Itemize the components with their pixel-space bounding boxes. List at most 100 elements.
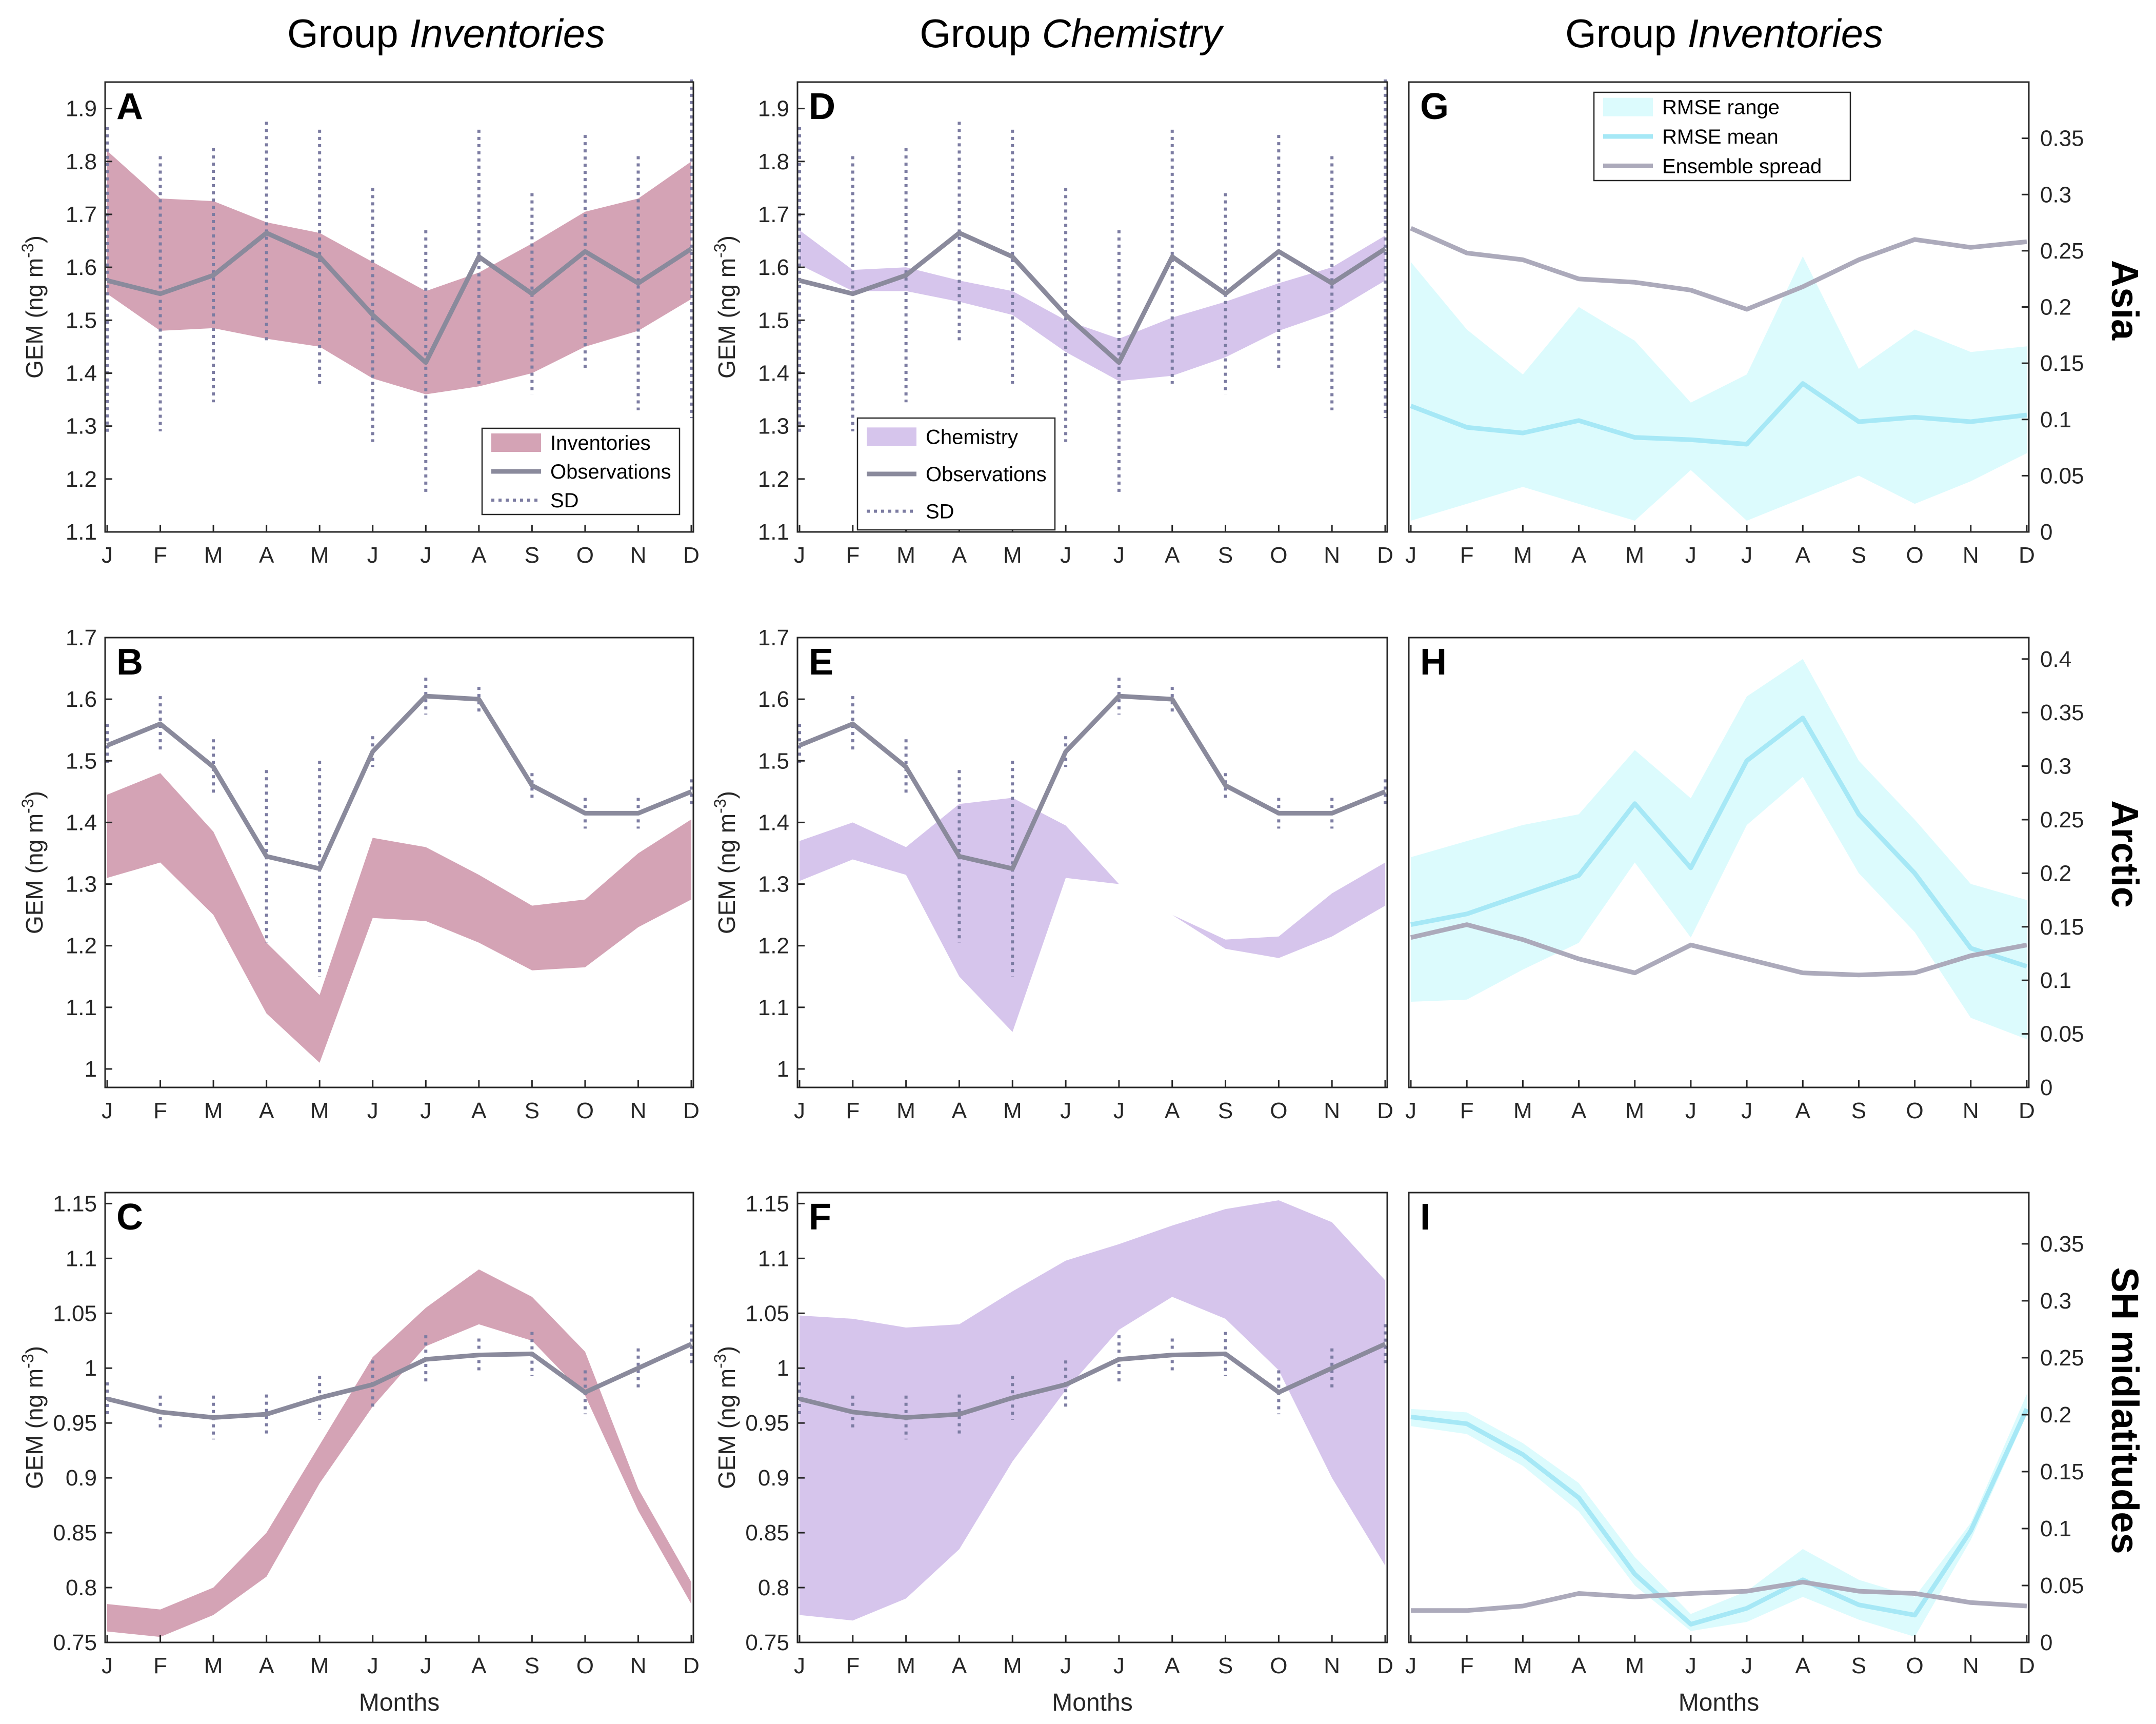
y-tick-label: 1.4 [66, 361, 97, 386]
y-axis-label-end: ) [713, 235, 740, 243]
x-tick-label: O [1906, 1653, 1924, 1678]
y-axis-label: GEM (ng m-3) [711, 235, 740, 379]
y-tick-label: 0.05 [2040, 463, 2084, 488]
row-label-arctic: Arctic [2104, 800, 2146, 908]
y-tick-label: 0.85 [53, 1520, 97, 1545]
y-tick-label: 0.35 [2040, 126, 2084, 151]
x-tick-label: F [846, 1653, 860, 1678]
x-tick-label: J [1741, 1653, 1752, 1678]
x-tick-label: A [1571, 1098, 1587, 1123]
x-tick-label: A [952, 1653, 967, 1678]
observations-line [798, 1342, 1386, 1420]
x-tick-label: A [1165, 543, 1180, 568]
y-tick-label: 1.1 [758, 520, 789, 545]
y-tick-label: 1.1 [66, 1246, 97, 1271]
x-tick-label: M [204, 1653, 223, 1678]
x-tick-label: J [1113, 543, 1125, 568]
rmse-range-band [1411, 659, 2027, 1039]
y-tick-label: 1.3 [758, 872, 789, 897]
column-header-group: Chemistry [1042, 11, 1224, 56]
y-tick-label: 0.85 [745, 1520, 789, 1545]
y-tick-label: 1.2 [66, 467, 97, 492]
y-tick-label: 0.1 [2040, 1516, 2071, 1541]
x-tick-label: N [1324, 1098, 1340, 1123]
legend-label: RMSE mean [1662, 126, 1779, 148]
x-tick-label: A [1571, 543, 1587, 568]
model-range-band [800, 798, 1385, 1032]
x-tick-label: A [1795, 1653, 1811, 1678]
panel-letter: G [1420, 86, 1449, 127]
y-tick-label: 0.25 [2040, 1345, 2084, 1371]
x-tick-label: A [952, 1098, 967, 1123]
x-tick-label: M [310, 543, 329, 568]
x-tick-label: S [1218, 1098, 1233, 1123]
y-axis-label-text: GEM (ng m [713, 814, 740, 934]
x-tick-label: O [576, 1098, 594, 1123]
ensemble-spread-line [1410, 226, 2027, 312]
x-tick-label: A [1165, 1098, 1180, 1123]
model-range-band [800, 230, 1385, 381]
x-tick-label: M [896, 1653, 915, 1678]
y-tick-label: 0 [2040, 520, 2052, 545]
y-tick-label: 0.3 [2040, 182, 2071, 207]
x-tick-label: D [683, 1653, 700, 1678]
x-tick-label: S [525, 543, 540, 568]
y-tick-label: 0.75 [745, 1630, 789, 1655]
x-tick-label: O [576, 543, 594, 568]
x-tick-label: M [1003, 1653, 1022, 1678]
y-tick-label: 0.15 [2040, 915, 2084, 940]
y-tick-label: 1.5 [758, 748, 789, 774]
x-tick-label: M [896, 1098, 915, 1123]
panel-letter: I [1420, 1197, 1430, 1238]
x-tick-label: M [310, 1653, 329, 1678]
x-tick-label: M [1625, 1098, 1644, 1123]
x-tick-label: J [1113, 1098, 1125, 1123]
x-tick-label: N [1963, 543, 1979, 568]
y-axis-label-text: GEM (ng m [713, 1369, 740, 1489]
observations-line [106, 230, 693, 365]
panel-b: 1 1.1 1.2 1.3 1.4 1.5 1.6 1.7 J F M A M J J A S O N D B GEM (… [18, 625, 700, 1123]
x-axis-label: Months [1679, 1689, 1759, 1716]
x-tick-label: J [1060, 543, 1071, 568]
model-range-band [107, 773, 691, 1063]
column-header-group: Inventories [409, 11, 605, 56]
y-tick-label: 1.15 [745, 1191, 789, 1216]
x-tick-label: N [630, 543, 647, 568]
legend-label: Observations [550, 461, 671, 483]
x-tick-label: D [1377, 1653, 1393, 1678]
rmse-mean-line [1410, 1408, 2029, 1627]
x-tick-label: J [420, 543, 431, 568]
observations-line [798, 230, 1387, 365]
x-tick-label: J [1405, 1098, 1416, 1123]
y-tick-label: 0.15 [2040, 1459, 2084, 1484]
x-tick-label: F [153, 543, 167, 568]
axes-frame [1408, 1192, 2030, 1643]
axes-frame [796, 1192, 1388, 1643]
x-tick-label: J [1113, 1653, 1125, 1678]
x-tick-label: A [952, 543, 967, 568]
panel-letter: E [809, 642, 833, 683]
y-tick-label: 1.3 [66, 872, 97, 897]
x-tick-label: M [1625, 1653, 1644, 1678]
y-axis-label: GEM (ng m-3) [18, 235, 48, 379]
y-axis-label-end: ) [713, 1346, 740, 1354]
column-header-prefix: Group [920, 11, 1042, 56]
x-tick-label: J [794, 1653, 805, 1678]
y-tick-label: 1.8 [758, 149, 789, 174]
x-tick-label: A [259, 1098, 274, 1123]
panel-letter: D [809, 86, 835, 127]
x-tick-label: D [2019, 1653, 2035, 1678]
y-tick-label: 1.1 [758, 1246, 789, 1271]
x-tick-label: O [1270, 543, 1287, 568]
y-tick-label: 0.2 [2040, 861, 2071, 886]
x-tick-label: J [1060, 1653, 1071, 1678]
x-tick-label: A [259, 543, 274, 568]
panel-letter: B [116, 642, 143, 683]
legend-label: RMSE range [1662, 96, 1780, 119]
observations-line [106, 693, 692, 871]
legend-swatch [867, 427, 916, 446]
x-tick-label: J [1685, 1098, 1696, 1123]
x-tick-label: D [683, 543, 700, 568]
y-tick-label: 1.1 [758, 995, 789, 1020]
x-tick-label: M [1513, 1098, 1532, 1123]
